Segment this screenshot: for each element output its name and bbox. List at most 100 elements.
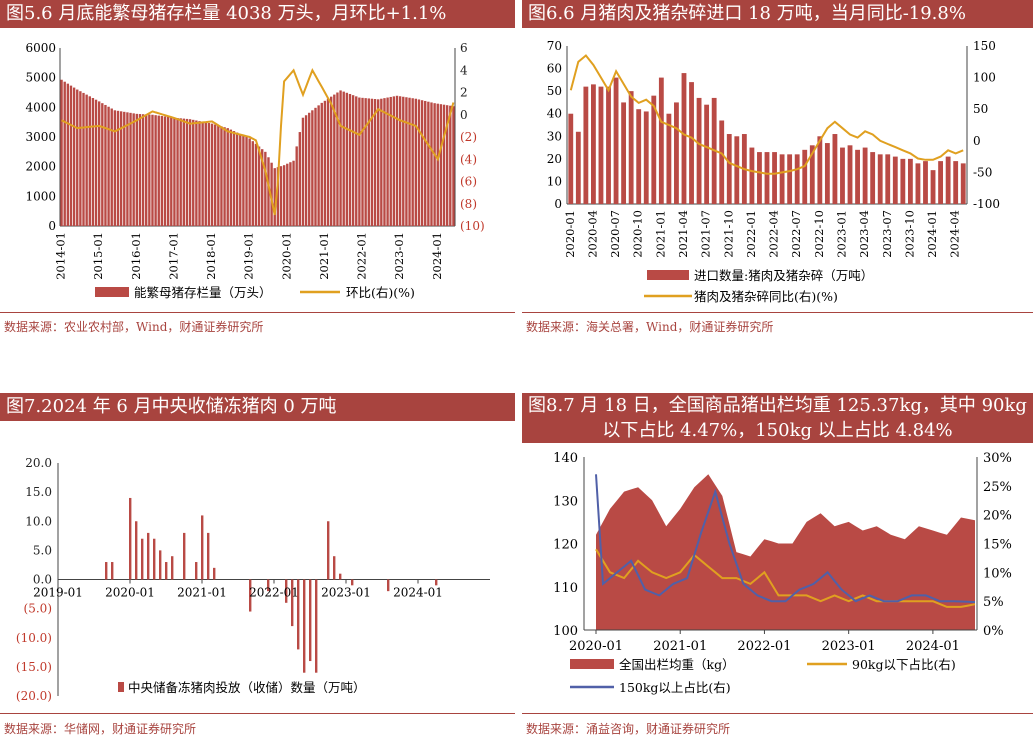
bar: [923, 161, 928, 204]
bar: [289, 162, 292, 226]
x-tick-label: 2015-01: [91, 232, 105, 280]
y-tick-label: 40: [547, 107, 562, 121]
y-tick-label: (15.0): [16, 660, 52, 674]
bar: [226, 128, 229, 226]
x-tick-label: 2020-07: [608, 210, 622, 258]
bar: [339, 573, 342, 580]
bar: [297, 579, 300, 650]
bar: [621, 102, 627, 204]
bar: [583, 86, 589, 204]
x-tick-label: 2024-01: [925, 210, 939, 258]
bar: [327, 521, 330, 580]
bar: [402, 96, 405, 226]
bar: [333, 94, 336, 227]
chart-title: 图5.6 月底能繁母猪存栏量 4038 万头，月环比+1.1%: [0, 0, 515, 28]
y-tick-label: 50: [547, 84, 562, 98]
bar: [930, 170, 936, 204]
y-tick-label: 0.0: [33, 573, 52, 587]
bar: [628, 91, 634, 204]
bar: [309, 579, 312, 662]
bar: [201, 515, 204, 580]
bar: [145, 114, 148, 226]
y-tick-label: 140: [553, 451, 578, 466]
bar: [367, 98, 370, 226]
bar: [188, 119, 192, 226]
bar: [945, 156, 951, 204]
x-tick-label: 2024-04: [948, 210, 962, 258]
bar: [135, 113, 138, 226]
bar: [135, 521, 138, 580]
bar: [254, 143, 258, 226]
y-tick-label: (20.0): [16, 689, 52, 703]
y-tick-label: 20: [547, 152, 562, 166]
bar: [176, 118, 179, 226]
y2-tick-label: (6): [460, 175, 477, 189]
bar: [113, 110, 117, 226]
bar: [575, 131, 581, 204]
bar: [824, 143, 830, 204]
bar: [201, 121, 204, 226]
bar: [282, 165, 286, 226]
x-tick-label: 2016-01: [129, 232, 143, 280]
bar: [772, 152, 777, 204]
bar: [915, 163, 921, 204]
bar: [132, 113, 135, 226]
bar: [315, 579, 318, 673]
bar: [232, 131, 236, 226]
y-tick-label: 100: [553, 624, 578, 639]
x-tick-label: 2020-01: [279, 232, 293, 280]
bar: [129, 112, 132, 226]
bar: [449, 105, 452, 226]
chart-pork-imports: 0 10 20 30 40 50 60 70 -100 -50 0 50 100 150 2020-01 20…: [547, 39, 1000, 304]
bar: [185, 118, 189, 226]
x-tick-label: 2022-10: [812, 210, 826, 258]
bar: [267, 157, 270, 226]
x-tick-label: 2019-01: [242, 232, 256, 280]
y2-tick-label: 4: [460, 63, 468, 77]
bar: [223, 127, 226, 226]
y-tick-label: 20.0: [25, 456, 52, 470]
y2-tick-label: -50: [973, 165, 992, 179]
bar: [110, 108, 113, 226]
bar: [320, 102, 323, 226]
bar: [66, 83, 70, 226]
x-tick-label: 2023-01: [822, 639, 876, 654]
y-tick-label: (10.0): [16, 631, 52, 645]
y2-tick-label: 25%: [983, 480, 1012, 495]
bar: [794, 154, 800, 204]
x-tick-label: 2022-01: [737, 639, 791, 654]
legend-label-bar: 中央储备冻猪肉投放（收储）数量（万吨）: [128, 680, 366, 695]
bar: [439, 104, 443, 226]
legend-label-under-90kg: 90kg以下占比(右): [852, 657, 956, 672]
bar: [195, 120, 198, 226]
bar: [213, 124, 217, 226]
x-tick-label: 2020-10: [631, 210, 645, 258]
bar: [85, 94, 88, 226]
bar: [304, 115, 308, 226]
bar: [719, 120, 725, 204]
divider: [0, 713, 515, 714]
bar: [104, 104, 107, 226]
chart-panel-slaughter-weight: 图8.7 月 18 日，全国商品猪出栏均重 125.37kg，其中 90kg 以…: [522, 393, 1033, 746]
legend-label-line: 猪肉及猪杂碎同比(右)(%): [694, 289, 838, 304]
bar: [436, 103, 439, 226]
series-line-over-150kg: [595, 474, 976, 604]
x-tick-label: 2020-01: [569, 639, 623, 654]
bar: [129, 497, 132, 580]
bar: [809, 145, 815, 204]
bar: [938, 161, 943, 204]
y-tick-label: 70: [547, 39, 562, 53]
bar: [107, 106, 110, 226]
bar: [153, 538, 156, 580]
bar: [430, 102, 433, 226]
bar: [704, 104, 710, 204]
bar: [658, 77, 664, 204]
y-tick-label: 0: [554, 197, 562, 211]
bar: [171, 556, 174, 580]
bar: [69, 85, 73, 226]
bar: [308, 112, 311, 226]
divider: [522, 312, 1033, 313]
bar: [398, 96, 402, 226]
bar: [116, 110, 120, 226]
bar: [326, 98, 330, 226]
